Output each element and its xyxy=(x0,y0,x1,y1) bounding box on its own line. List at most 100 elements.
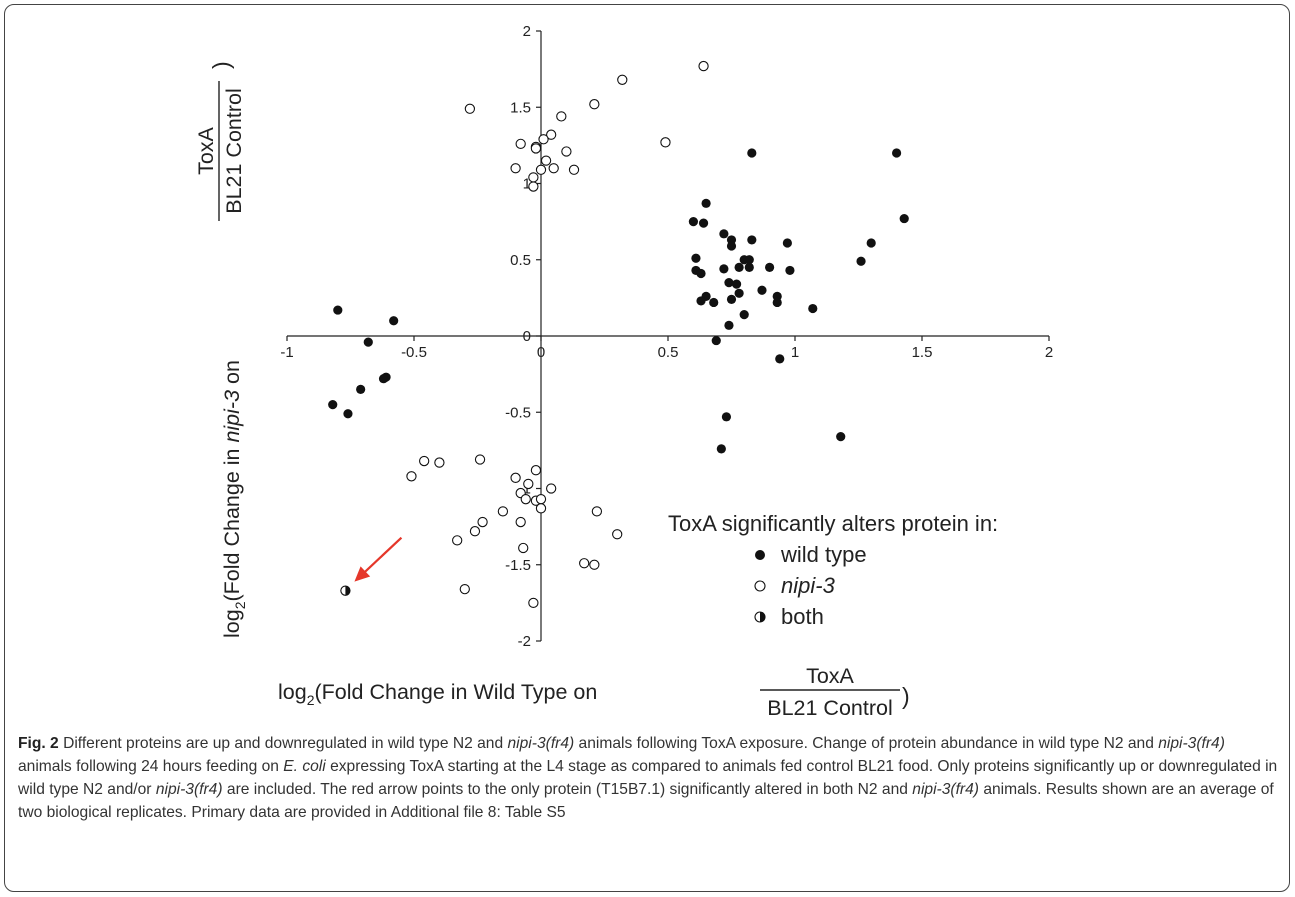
x-tick-label: -1 xyxy=(280,344,293,361)
half-marker-fill xyxy=(760,612,765,622)
y-tick-label: 2 xyxy=(523,23,531,40)
caption-text: animals following 24 hours feeding on xyxy=(18,758,284,775)
point-nipi-3 xyxy=(535,494,547,505)
legend-item-label: wild type xyxy=(780,542,867,567)
x-label-sub: 2 xyxy=(307,692,315,708)
y-label-denominator: BL21 Control xyxy=(222,88,246,214)
point-nipi-3 xyxy=(469,526,481,537)
point-nipi-3 xyxy=(523,478,534,490)
y-label-suffix: on xyxy=(220,360,244,390)
point-nipi-3 xyxy=(538,134,549,145)
point-nipi-3 xyxy=(579,558,590,569)
point-wild-type xyxy=(724,320,734,330)
x-label-denominator: BL21 Control xyxy=(767,696,893,720)
x-label-log: log xyxy=(278,680,307,704)
point-wild-type xyxy=(696,296,706,306)
y-tick-label: -2 xyxy=(518,633,531,650)
point-both xyxy=(340,585,351,596)
caption-text: E. coli xyxy=(283,758,326,775)
point-nipi-3 xyxy=(528,597,539,609)
x-label-text: log2(Fold Change in Wild Type on xyxy=(278,680,597,708)
x-label-mid: (Fold Change in Wild Type on xyxy=(315,680,598,704)
point-wild-type xyxy=(688,217,699,227)
legend: ToxA significantly alters protein in: wil… xyxy=(668,511,998,629)
point-nipi-3 xyxy=(535,503,547,514)
caption-text: nipi-3(fr4) xyxy=(507,735,575,752)
point-wild-type xyxy=(721,412,732,422)
legend-marker-filled xyxy=(755,550,765,560)
caption-text: animals following ToxA exposure. Change … xyxy=(574,735,1159,752)
legend-item-label: nipi-3 xyxy=(781,573,836,598)
point-wild-type xyxy=(734,288,744,298)
point-nipi-3 xyxy=(419,455,430,467)
point-wild-type xyxy=(711,335,721,346)
point-nipi-3 xyxy=(518,542,529,554)
point-wild-type xyxy=(744,255,754,265)
point-nipi-3 xyxy=(452,535,463,546)
point-wild-type xyxy=(775,354,785,364)
point-wild-type xyxy=(691,253,701,263)
point-wild-type xyxy=(356,384,366,394)
legend-marker-open xyxy=(754,580,766,592)
point-nipi-3 xyxy=(530,143,542,154)
point-nipi-3 xyxy=(515,516,526,528)
caption-text: expressing ToxA starting at the L4 stage… xyxy=(18,758,1278,798)
arrow-shaft xyxy=(360,536,403,576)
point-nipi-3 xyxy=(612,529,623,540)
point-nipi-3 xyxy=(617,74,628,85)
figure-frame xyxy=(4,4,1290,892)
caption-fig-label: Fig. 2 xyxy=(18,735,59,752)
x-tick-label: 0.5 xyxy=(658,344,679,361)
point-wild-type xyxy=(747,148,757,158)
point-wild-type xyxy=(739,310,749,320)
y-tick-label: 1.5 xyxy=(510,99,531,116)
point-nipi-3 xyxy=(660,137,671,148)
point-nipi-3 xyxy=(464,103,476,114)
caption-text: nipi-3(fr4) xyxy=(155,781,223,798)
point-wild-type xyxy=(836,432,846,442)
x-tick-label: 1.5 xyxy=(912,344,933,361)
point-nipi-3 xyxy=(515,138,526,149)
point-nipi-3 xyxy=(540,155,552,166)
y-tick-label: 0 xyxy=(523,328,531,345)
y-label-text: log2(Fold Change in nipi-3 on xyxy=(220,360,248,638)
red-arrow-annotation xyxy=(354,536,403,582)
point-wild-type xyxy=(808,303,818,314)
y-axis-label: log2(Fold Change in nipi-3 on ToxA BL21 C… xyxy=(194,61,248,638)
point-nipi-3 xyxy=(459,584,470,595)
point-nipi-3 xyxy=(520,494,531,505)
point-wild-type xyxy=(747,235,757,245)
x-label-numerator: ToxA xyxy=(806,664,854,688)
point-nipi-3 xyxy=(406,471,417,482)
point-wild-type xyxy=(333,305,343,315)
point-nipi-3 xyxy=(528,181,539,192)
point-wild-type xyxy=(892,148,902,158)
point-wild-type xyxy=(378,374,389,384)
point-wild-type xyxy=(716,444,726,454)
point-wild-type xyxy=(698,218,709,228)
scatter-plot: -1 -0.5 0 0.5 1 1.5 2-2-1.5-1-0.500.511.52 log… xyxy=(194,23,1053,720)
half-marker-fill xyxy=(345,586,351,596)
point-nipi-3 xyxy=(497,506,509,517)
x-tick-label: 2 xyxy=(1045,344,1053,361)
point-nipi-3 xyxy=(528,172,539,183)
point-nipi-3 xyxy=(477,516,488,528)
point-wild-type xyxy=(328,400,338,410)
point-nipi-3 xyxy=(535,164,547,175)
point-nipi-3 xyxy=(510,472,521,483)
point-wild-type xyxy=(744,262,754,272)
point-wild-type xyxy=(731,279,742,289)
arrow-head xyxy=(354,566,371,582)
x-axis-label: log2(Fold Change in Wild Type on ToxA BL2… xyxy=(278,664,910,720)
caption-text: nipi-3(fr4) xyxy=(1158,735,1225,752)
point-nipi-3 xyxy=(589,559,600,570)
point-nipi-3 xyxy=(568,164,580,175)
point-wild-type xyxy=(726,294,737,304)
point-wild-type xyxy=(782,238,792,248)
x-tick-label: -0.5 xyxy=(401,344,427,361)
figure-caption: Fig. 2 Different proteins are up and dow… xyxy=(18,732,1280,824)
point-wild-type xyxy=(719,264,729,274)
point-wild-type xyxy=(696,268,706,279)
point-nipi-3 xyxy=(510,163,521,174)
y-label-mid: (Fold Change in xyxy=(220,443,244,602)
